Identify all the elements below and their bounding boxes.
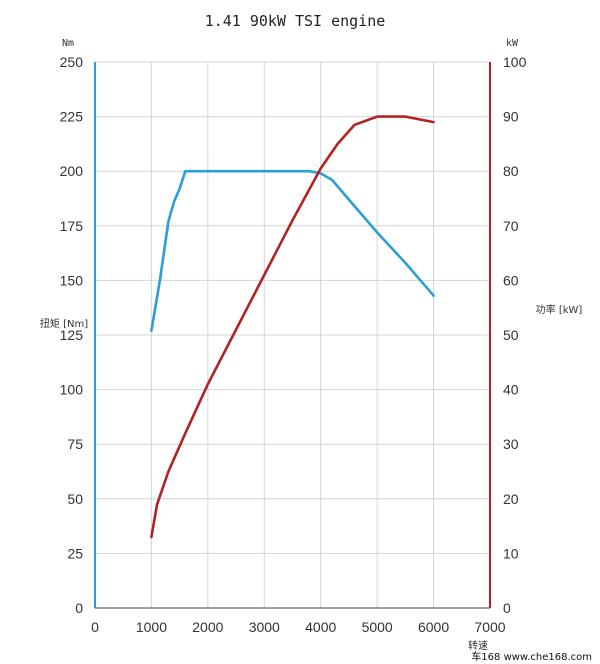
x-tick-label: 6000 (418, 619, 449, 635)
x-tick-label: 1000 (136, 619, 167, 635)
y-right-tick-label: 10 (503, 545, 519, 561)
x-tick-label: 0 (91, 619, 99, 635)
y-left-tick-label: 100 (60, 382, 84, 398)
y-left-tick-label: 250 (60, 54, 84, 70)
torque-line (150, 169, 435, 332)
y-left-tick-label: 125 (60, 327, 84, 343)
axes (94, 62, 491, 609)
y-right-tick-label: 70 (503, 218, 519, 234)
watermark: 车168 www.che168.com (471, 650, 592, 663)
y-left-tick-label: 50 (67, 491, 83, 507)
y-right-tick-label: 20 (503, 491, 519, 507)
right-unit-label: kW (506, 38, 519, 49)
y-right-tick-label: 30 (503, 436, 519, 452)
y-left-axis-label: 扭矩 [Nm] (40, 317, 88, 330)
x-tick-label: 7000 (474, 619, 505, 635)
series-lines (150, 115, 435, 539)
x-tick-label: 2000 (192, 619, 223, 635)
tick-labels: 0 1000 2000 3000 4000 5000 6000 700002550751001… (60, 54, 527, 635)
y-left-tick-label: 150 (60, 272, 84, 288)
x-tick-label: 4000 (305, 619, 336, 635)
power-line (150, 115, 435, 539)
x-axis-label: 转速 (468, 639, 488, 652)
y-left-tick-label: 175 (60, 218, 84, 234)
left-unit-label: Nm (62, 38, 74, 49)
y-right-tick-label: 90 (503, 109, 519, 125)
y-right-tick-label: 60 (503, 272, 519, 288)
y-left-tick-label: 0 (75, 600, 83, 616)
x-tick-label: 5000 (362, 619, 393, 635)
y-right-tick-label: 100 (503, 54, 527, 70)
chart-title: 1.41 90kW TSI engine (205, 12, 386, 30)
y-left-tick-label: 225 (60, 109, 84, 125)
y-left-tick-label: 200 (60, 163, 84, 179)
y-right-tick-label: 40 (503, 382, 519, 398)
y-right-tick-label: 50 (503, 327, 519, 343)
y-right-axis-label: 功率 [kW] (536, 303, 583, 316)
y-right-tick-label: 0 (503, 600, 511, 616)
y-right-tick-label: 80 (503, 163, 519, 179)
y-left-tick-label: 75 (67, 436, 83, 452)
y-left-tick-label: 25 (67, 545, 83, 561)
x-tick-label: 3000 (249, 619, 280, 635)
